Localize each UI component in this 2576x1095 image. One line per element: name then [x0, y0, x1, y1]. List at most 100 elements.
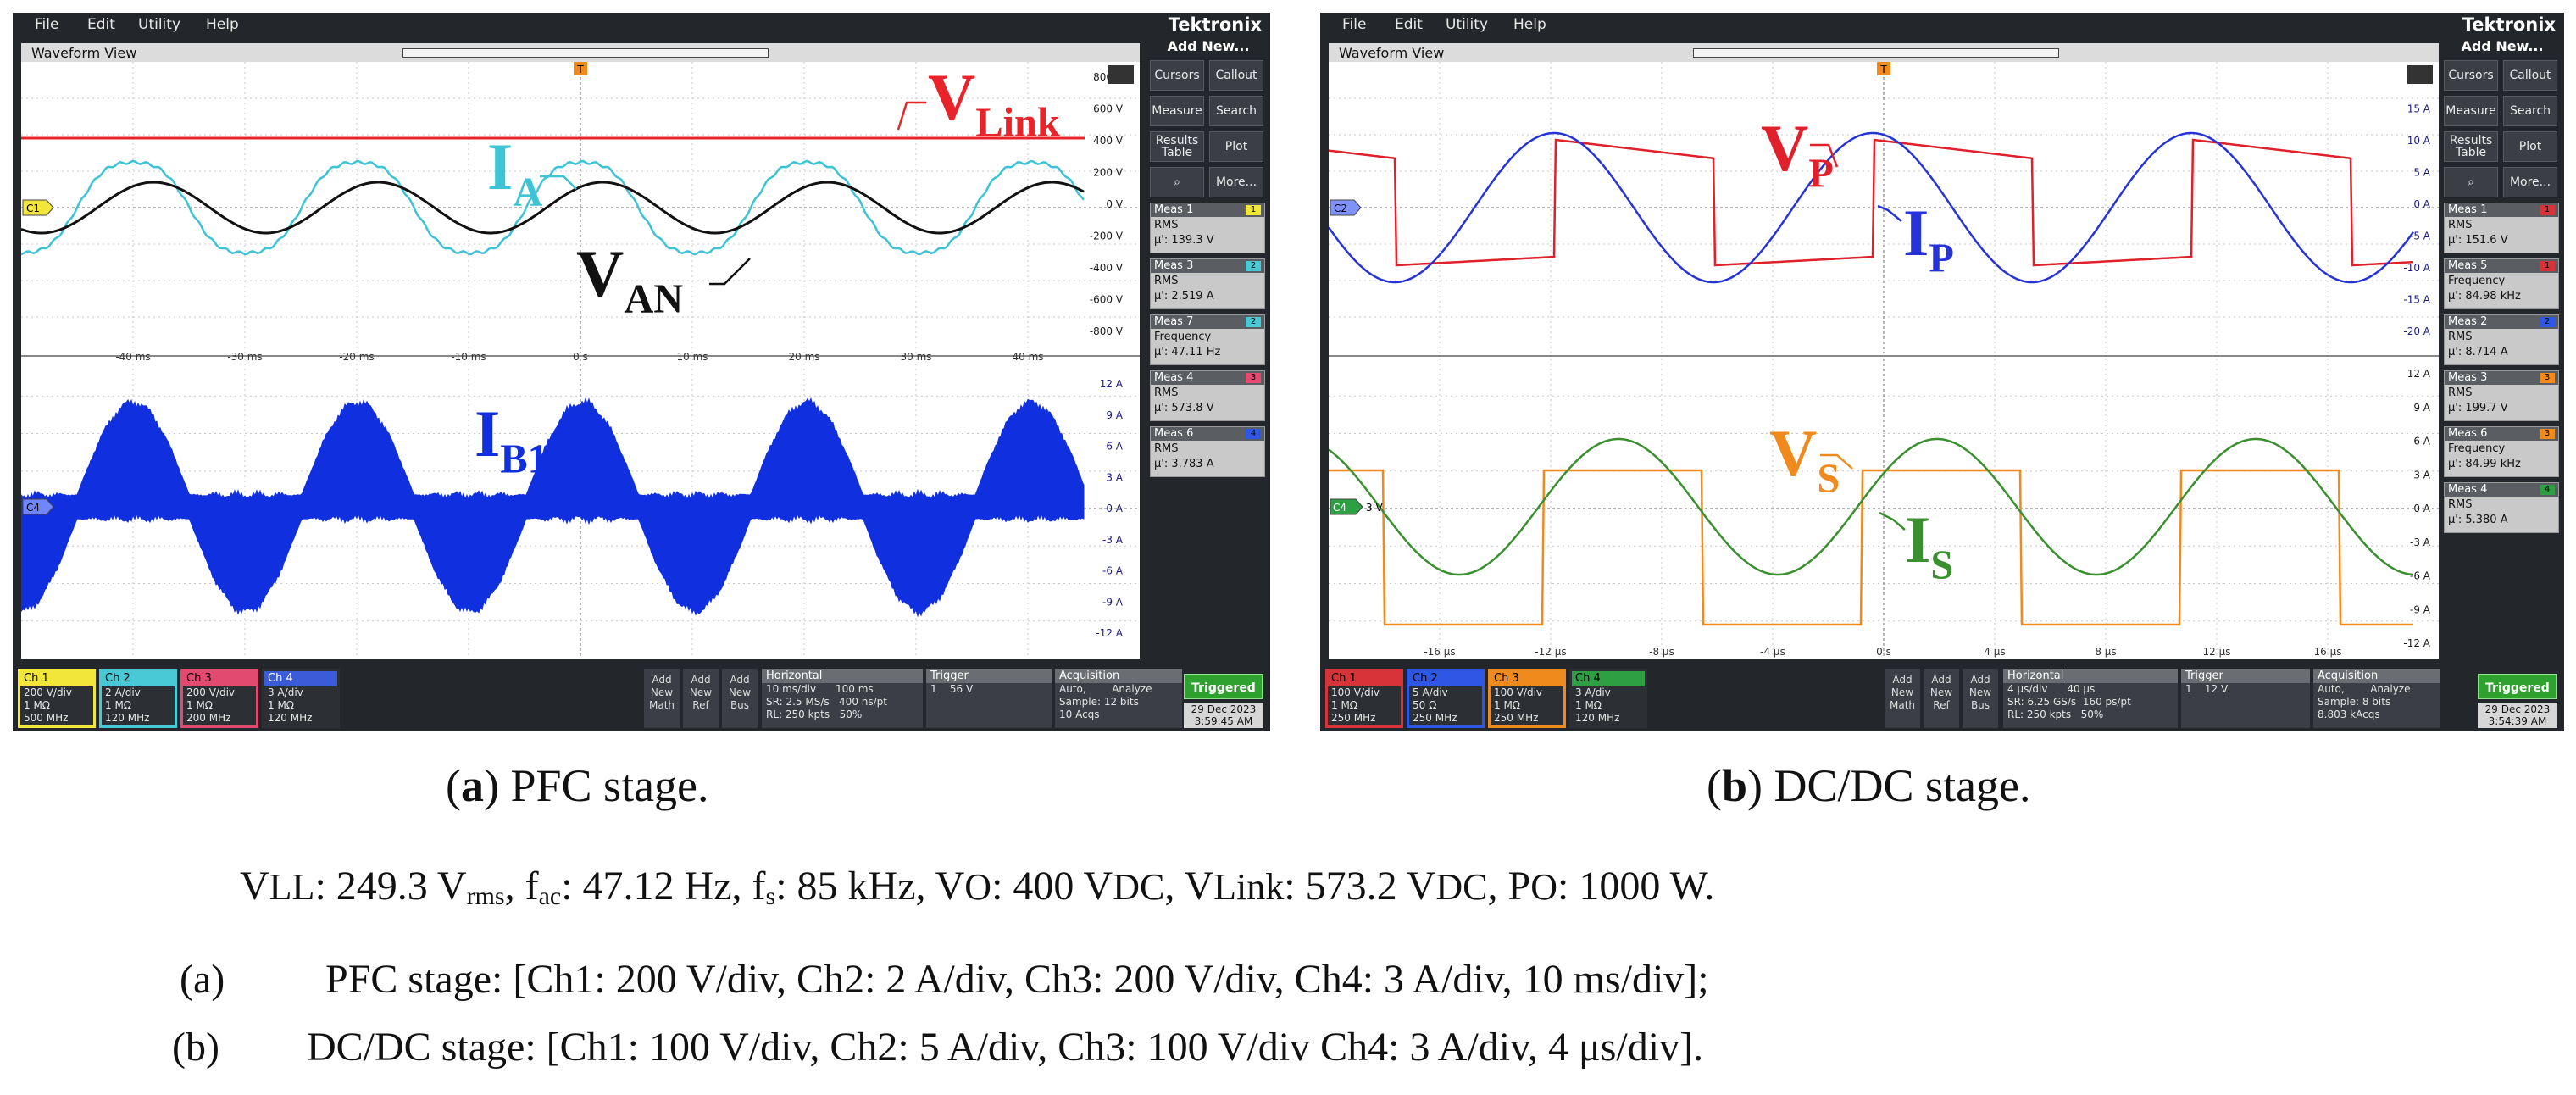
- add-ref-button[interactable]: Add New Ref: [1924, 669, 1959, 728]
- horizontal-panel[interactable]: Horizontal 4 μs/div 40 μs SR: 6.25 GS/s …: [2003, 669, 2178, 728]
- measurement-card[interactable]: Meas 4 3 RMS μ': 573.8 V: [1150, 370, 1265, 421]
- ia-label: IA: [487, 130, 542, 215]
- date-text: 29 Dec 2023: [1191, 703, 1257, 715]
- time-tick-label: 10 ms: [676, 351, 708, 363]
- zoom-icon[interactable]: ⌕: [1150, 167, 1204, 197]
- trigger-position-marker[interactable]: T: [1877, 62, 1890, 75]
- plot-button[interactable]: Plot: [2503, 131, 2557, 162]
- menu-utility[interactable]: Utility: [1446, 16, 1489, 33]
- menu-edit[interactable]: Edit: [1395, 16, 1423, 33]
- acquisition-panel[interactable]: Acquisition Auto, Analyze Sample: 12 bit…: [1055, 669, 1182, 728]
- results-table-button[interactable]: Results Table: [1150, 131, 1204, 162]
- menu-help[interactable]: Help: [1513, 16, 1546, 33]
- add-ref-button[interactable]: Add New Ref: [683, 669, 719, 728]
- measurement-card[interactable]: Meas 4 4 RMS μ': 5.380 A: [2444, 482, 2559, 533]
- ch1-offset-marker[interactable]: C1: [22, 199, 54, 216]
- record-scrollbar[interactable]: [1693, 48, 2059, 58]
- ch2-offset-marker[interactable]: C2: [1330, 199, 1362, 216]
- more-button[interactable]: More...: [1209, 167, 1263, 197]
- plot-button[interactable]: Plot: [1209, 131, 1263, 162]
- measurement-card[interactable]: Meas 5 1 Frequency μ': 84.98 kHz: [2444, 258, 2559, 309]
- measurement-card[interactable]: Meas 2 2 RMS μ': 8.714 A: [2444, 314, 2559, 365]
- measurement-card[interactable]: Meas 6 4 RMS μ': 3.783 A: [1150, 426, 1265, 477]
- channel-badge[interactable]: Ch 3 100 V/div 1 MΩ 250 MHz: [1488, 669, 1566, 728]
- zoom-icon[interactable]: [1108, 65, 1134, 84]
- horizontal-panel[interactable]: Horizontal 10 ms/div 100 ms SR: 2.5 MS/s…: [762, 669, 923, 728]
- measure-button[interactable]: Measure: [2444, 96, 2498, 126]
- menu-help[interactable]: Help: [206, 16, 239, 33]
- channel-badge[interactable]: Ch 1 200 V/div 1 MΩ 500 MHz: [18, 669, 96, 728]
- axis-tick-label: -200 V: [1090, 231, 1124, 242]
- trigger-panel[interactable]: Trigger 1 56 V: [926, 669, 1052, 728]
- acquisition-panel[interactable]: Acquisition Auto, Analyze Sample: 8 bits…: [2313, 669, 2440, 728]
- channel-scale: 200 V/div: [24, 686, 73, 698]
- horizontal-line: 10 ms/div 100 ms: [766, 683, 874, 695]
- menu-utility[interactable]: Utility: [138, 16, 181, 33]
- ch4-offset-marker[interactable]: C4: [22, 498, 54, 515]
- search-button[interactable]: Search: [2503, 96, 2557, 126]
- callout-button[interactable]: Callout: [2503, 60, 2557, 91]
- trigger-panel[interactable]: Trigger 1 12 V: [2181, 669, 2310, 728]
- axis-tick-label: 200 V: [1093, 167, 1124, 179]
- measure-button[interactable]: Measure: [1150, 96, 1204, 126]
- triggered-indicator[interactable]: Triggered: [2478, 674, 2557, 699]
- time-tick-label: 8 μs: [2095, 646, 2116, 658]
- cond-text: V: [1184, 864, 1214, 909]
- measurement-card[interactable]: Meas 3 3 RMS μ': 199.7 V: [2444, 370, 2559, 421]
- time-tick-label: 20 ms: [788, 351, 819, 363]
- axis-tick-label: 400 V: [1093, 135, 1124, 147]
- add-math-button[interactable]: Add New Math: [644, 669, 680, 728]
- menu-edit[interactable]: Edit: [87, 16, 115, 33]
- measurement-type: Frequency: [2448, 442, 2506, 455]
- time-tick-label: 4 μs: [1984, 646, 2005, 658]
- axis-tick-label: -12 A: [2403, 637, 2430, 649]
- cursors-button[interactable]: Cursors: [1150, 60, 1204, 91]
- add-math-button[interactable]: Add New Math: [1885, 669, 1920, 728]
- measurement-title: Meas 1: [2445, 203, 2558, 217]
- cond-text: P: [1507, 864, 1531, 909]
- channel-scale: 100 V/div: [1494, 686, 1543, 698]
- zoom-icon[interactable]: ⌕: [2444, 167, 2498, 197]
- record-scrollbar[interactable]: [402, 48, 769, 58]
- measurement-source-badge: 1: [2540, 261, 2555, 271]
- zoom-icon[interactable]: [2407, 65, 2433, 84]
- add-bus-button[interactable]: Add New Bus: [1963, 669, 1998, 728]
- cond-text: V: [240, 864, 269, 909]
- results-table-button[interactable]: Results Table: [2444, 131, 2498, 162]
- time-tick-label: 40 ms: [1012, 351, 1043, 363]
- add-new-title: Add New...: [2461, 38, 2544, 54]
- search-button[interactable]: Search: [1209, 96, 1263, 126]
- time-tick-label: -30 ms: [227, 351, 262, 363]
- menu-file[interactable]: File: [1342, 16, 1367, 33]
- measurement-card[interactable]: Meas 6 3 Frequency μ': 84.99 kHz: [2444, 426, 2559, 477]
- trigger-position-marker[interactable]: T: [574, 62, 587, 75]
- cursors-button[interactable]: Cursors: [2444, 60, 2498, 91]
- measurement-type: RMS: [2448, 498, 2473, 511]
- measurement-card[interactable]: Meas 1 1 RMS μ': 151.6 V: [2444, 203, 2559, 253]
- measurement-card[interactable]: Meas 3 2 RMS μ': 2.519 A: [1150, 258, 1265, 309]
- acquisition-title: Acquisition: [2313, 669, 2440, 683]
- more-button[interactable]: More...: [2503, 167, 2557, 197]
- channel-badge[interactable]: Ch 3 200 V/div 1 MΩ 200 MHz: [180, 669, 258, 728]
- callout-button[interactable]: Callout: [1209, 60, 1263, 91]
- channel-title: Ch 1: [20, 671, 93, 686]
- waveform-area[interactable]: 20 A15 A10 A5 A0 A-5 A-10 A-15 A-20 A12 …: [1329, 62, 2439, 659]
- measurement-card[interactable]: Meas 7 2 Frequency μ': 47.11 Hz: [1150, 314, 1265, 365]
- axis-tick-label: 0 A: [2413, 198, 2430, 210]
- trigger-title: Trigger: [2181, 669, 2310, 683]
- acquisition-line: Auto, Analyze: [2318, 683, 2411, 695]
- menu-file[interactable]: File: [35, 16, 59, 33]
- channel-badge[interactable]: Ch 1 100 V/div 1 MΩ 250 MHz: [1325, 669, 1403, 728]
- channel-bandwidth: 250 MHz: [1413, 712, 1457, 724]
- axis-tick-label: -9 A: [1102, 596, 1124, 608]
- measurement-card[interactable]: Meas 1 1 RMS μ': 139.3 V: [1150, 203, 1265, 253]
- add-bus-button[interactable]: Add New Bus: [722, 669, 758, 728]
- svg-text:3 V: 3 V: [1366, 502, 1383, 514]
- triggered-indicator[interactable]: Triggered: [1184, 674, 1263, 699]
- ch4-offset-marker[interactable]: C4 3 V: [1330, 498, 1383, 515]
